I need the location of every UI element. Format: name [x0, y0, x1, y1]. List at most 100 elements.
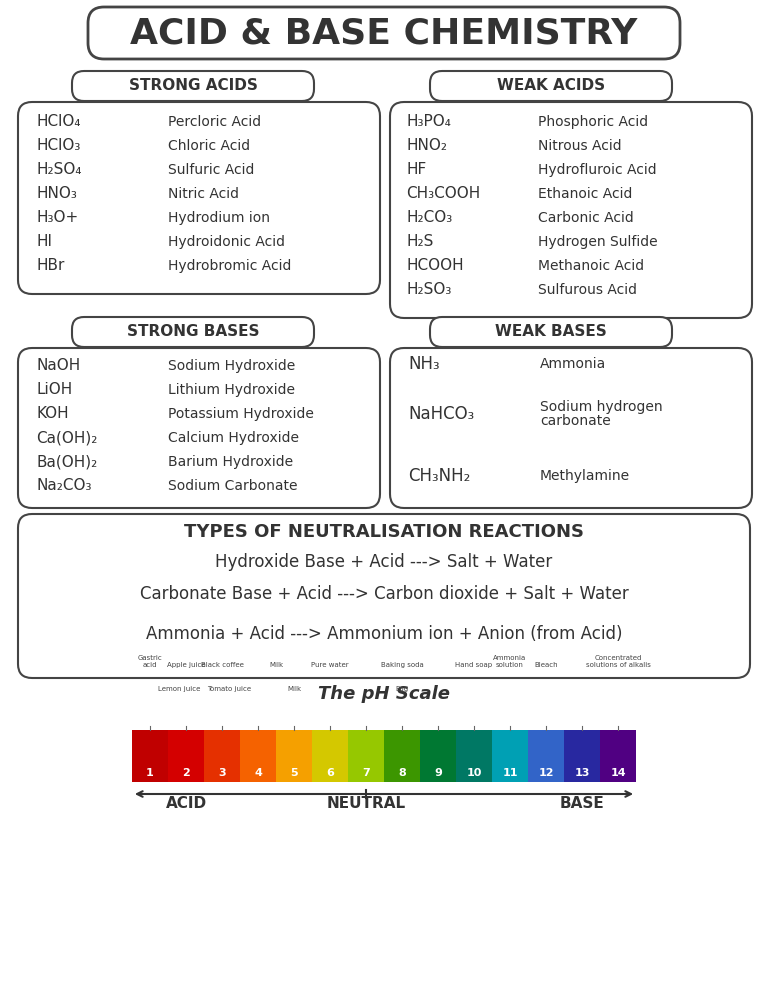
Bar: [132, 730, 167, 782]
Text: Apple juice: Apple juice: [167, 662, 205, 668]
Text: Milk: Milk: [287, 686, 301, 692]
FancyBboxPatch shape: [18, 348, 380, 508]
Text: 7: 7: [362, 768, 370, 778]
Text: Phosphoric Acid: Phosphoric Acid: [538, 115, 648, 129]
Text: TYPES OF NEUTRALISATION REACTIONS: TYPES OF NEUTRALISATION REACTIONS: [184, 523, 584, 541]
Bar: [492, 730, 528, 782]
Text: Sodium Carbonate: Sodium Carbonate: [168, 479, 297, 493]
Bar: [348, 730, 383, 782]
Text: Methylamine: Methylamine: [540, 469, 630, 483]
Text: 6: 6: [326, 768, 334, 778]
Text: Gastric
acid: Gastric acid: [137, 655, 162, 668]
Text: Hydroidonic Acid: Hydroidonic Acid: [168, 235, 285, 249]
Bar: [564, 730, 600, 782]
Bar: [312, 730, 347, 782]
Text: HBr: HBr: [36, 258, 65, 273]
Text: 5: 5: [290, 768, 298, 778]
Bar: [420, 730, 455, 782]
Text: Lithium Hydroxide: Lithium Hydroxide: [168, 383, 295, 397]
FancyBboxPatch shape: [88, 7, 680, 59]
Text: 9: 9: [434, 768, 442, 778]
Text: ACID: ACID: [165, 796, 207, 811]
FancyBboxPatch shape: [390, 348, 752, 508]
Text: H₃PO₄: H₃PO₄: [406, 114, 451, 129]
Text: NaOH: NaOH: [36, 359, 80, 374]
Text: Chloric Acid: Chloric Acid: [168, 139, 250, 153]
Text: STRONG BASES: STRONG BASES: [127, 324, 260, 340]
Text: 4: 4: [254, 768, 262, 778]
Text: 14: 14: [611, 768, 626, 778]
Text: Ammonia
solution: Ammonia solution: [493, 655, 527, 668]
FancyBboxPatch shape: [18, 102, 380, 294]
Text: Lemon juice: Lemon juice: [157, 686, 200, 692]
Text: Milk: Milk: [269, 662, 283, 668]
Text: 8: 8: [398, 768, 406, 778]
Text: Na₂CO₃: Na₂CO₃: [36, 478, 91, 493]
Text: H₂SO₃: H₂SO₃: [406, 282, 452, 297]
Text: The pH Scale: The pH Scale: [318, 685, 450, 703]
FancyBboxPatch shape: [390, 102, 752, 318]
Text: 3: 3: [218, 768, 226, 778]
Text: Sodium Hydroxide: Sodium Hydroxide: [168, 359, 295, 373]
Text: NaHCO₃: NaHCO₃: [408, 405, 475, 423]
Text: WEAK BASES: WEAK BASES: [495, 324, 607, 340]
Text: Percloric Acid: Percloric Acid: [168, 115, 261, 129]
Text: Hydrodium ion: Hydrodium ion: [168, 211, 270, 225]
Text: 10: 10: [466, 768, 482, 778]
Text: Baking soda: Baking soda: [381, 662, 423, 668]
Text: 11: 11: [502, 768, 518, 778]
Text: HI: HI: [36, 235, 52, 249]
Bar: [168, 730, 204, 782]
Text: Ba(OH)₂: Ba(OH)₂: [36, 454, 98, 469]
Text: Nitrous Acid: Nitrous Acid: [538, 139, 621, 153]
Text: H₂CO₃: H₂CO₃: [406, 211, 452, 226]
Text: H₃O+: H₃O+: [36, 211, 78, 226]
Text: CH₃COOH: CH₃COOH: [406, 187, 480, 202]
Text: carbonate: carbonate: [540, 414, 611, 428]
Text: BASE: BASE: [560, 796, 604, 811]
Text: Sulfuric Acid: Sulfuric Acid: [168, 163, 254, 177]
Bar: [600, 730, 635, 782]
Text: HNO₂: HNO₂: [406, 138, 447, 153]
Text: Barium Hydroxide: Barium Hydroxide: [168, 455, 293, 469]
Text: STRONG ACIDS: STRONG ACIDS: [128, 79, 257, 93]
Text: Egg: Egg: [396, 686, 409, 692]
Text: 2: 2: [182, 768, 190, 778]
Text: Nitric Acid: Nitric Acid: [168, 187, 239, 201]
Text: HCOOH: HCOOH: [406, 258, 464, 273]
Text: HF: HF: [406, 162, 426, 178]
Text: Hydrobromic Acid: Hydrobromic Acid: [168, 259, 291, 273]
Text: Methanoic Acid: Methanoic Acid: [538, 259, 644, 273]
Text: Ca(OH)₂: Ca(OH)₂: [36, 430, 98, 445]
Text: H₂SO₄: H₂SO₄: [36, 162, 81, 178]
Text: NEUTRAL: NEUTRAL: [326, 796, 406, 811]
Text: Hydrofluroic Acid: Hydrofluroic Acid: [538, 163, 657, 177]
Text: Ammonia: Ammonia: [540, 357, 606, 371]
FancyBboxPatch shape: [72, 317, 314, 347]
Text: Potassium Hydroxide: Potassium Hydroxide: [168, 407, 314, 421]
Text: Carbonic Acid: Carbonic Acid: [538, 211, 634, 225]
Text: 12: 12: [538, 768, 554, 778]
Bar: [528, 730, 564, 782]
Text: HNO₃: HNO₃: [36, 187, 77, 202]
Text: Bleach: Bleach: [535, 662, 558, 668]
Text: Ethanoic Acid: Ethanoic Acid: [538, 187, 632, 201]
Text: HClO₄: HClO₄: [36, 114, 81, 129]
Bar: [276, 730, 312, 782]
FancyBboxPatch shape: [72, 71, 314, 101]
Text: Ammonia + Acid ---> Ammonium ion + Anion (from Acid): Ammonia + Acid ---> Ammonium ion + Anion…: [146, 625, 622, 643]
Text: Hydroxide Base + Acid ---> Salt + Water: Hydroxide Base + Acid ---> Salt + Water: [215, 553, 553, 571]
Text: H₂S: H₂S: [406, 235, 433, 249]
FancyBboxPatch shape: [430, 71, 672, 101]
Text: Sulfurous Acid: Sulfurous Acid: [538, 283, 637, 297]
Text: NH₃: NH₃: [408, 355, 439, 373]
Bar: [240, 730, 276, 782]
Text: Sodium hydrogen: Sodium hydrogen: [540, 400, 663, 414]
Text: ACID & BASE CHEMISTRY: ACID & BASE CHEMISTRY: [131, 16, 637, 50]
Bar: [204, 730, 240, 782]
Text: Concentrated
solutions of alkalis: Concentrated solutions of alkalis: [585, 655, 650, 668]
FancyBboxPatch shape: [430, 317, 672, 347]
Text: CH₃NH₂: CH₃NH₂: [408, 467, 470, 485]
Text: Black coffee: Black coffee: [200, 662, 243, 668]
Bar: [456, 730, 492, 782]
